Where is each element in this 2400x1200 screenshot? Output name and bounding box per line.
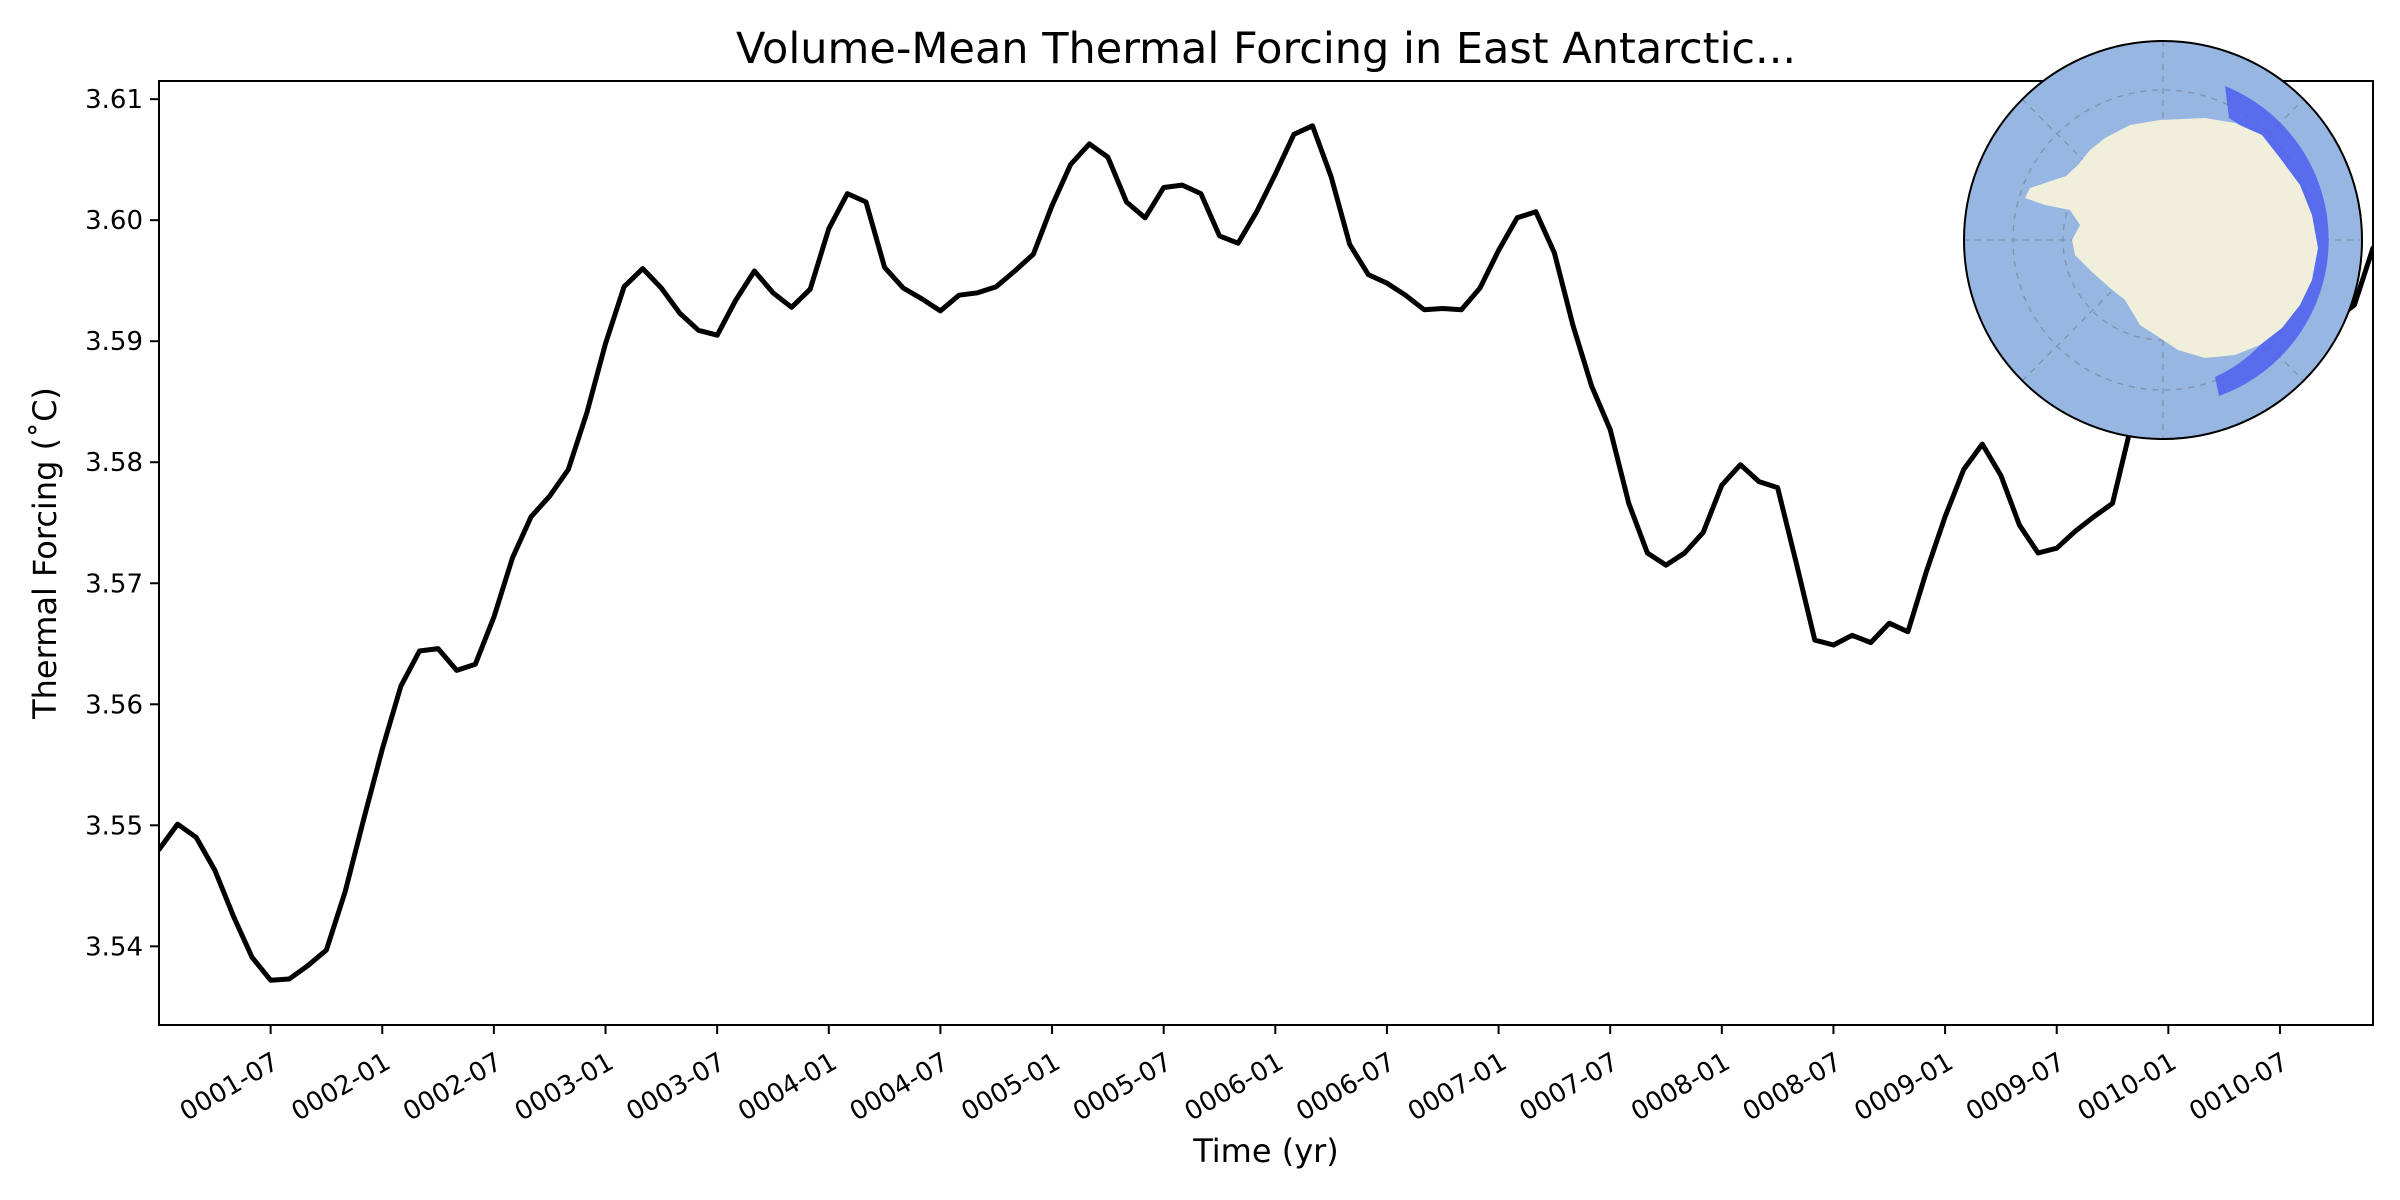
y-tick-label: 3.58	[85, 448, 143, 478]
antarctica-inset-map	[1963, 40, 2363, 440]
series-layer	[159, 123, 2373, 983]
y-axis-label: Thermal Forcing (˚C)	[26, 387, 64, 720]
antarctica-landmass	[2025, 118, 2318, 358]
y-tick-label: 3.55	[85, 811, 143, 841]
axes-frame	[158, 80, 2374, 1026]
y-tick-label: 3.56	[85, 690, 143, 720]
y-tick-label: 3.61	[85, 85, 143, 115]
x-axis-label: Time (yr)	[1192, 1132, 1339, 1170]
y-tick-label: 3.60	[85, 206, 143, 236]
y-tick-label: 3.54	[85, 932, 143, 962]
east-antarctic-region	[2215, 86, 2329, 396]
y-tick-label: 3.59	[85, 327, 143, 357]
map-border	[1963, 40, 2363, 440]
y-axis: 3.54 3.55 3.56 3.57 3.58 3.59 3.60 3.61	[85, 85, 159, 962]
series-line-0	[159, 123, 2373, 983]
chart-title: Volume-Mean Thermal Forcing in East Anta…	[736, 24, 1796, 74]
y-tick-label: 3.57	[85, 569, 143, 599]
